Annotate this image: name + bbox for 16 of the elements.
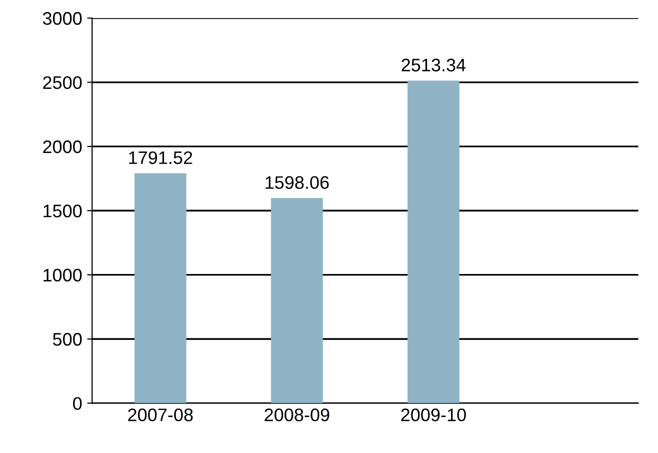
data-label: 1791.52: [129, 151, 192, 164]
y-tick-label: 1500: [44, 204, 82, 218]
bar: [270, 198, 323, 404]
x-tick-label: 2007-08: [128, 408, 193, 422]
bar: [134, 173, 186, 404]
y-tick-label: 2000: [43, 140, 82, 154]
y-tick-label: 1000: [44, 268, 82, 282]
data-label: 1598.06: [266, 176, 329, 189]
x-tick-label: 2009-10: [401, 408, 466, 422]
y-tick-label: 2500: [43, 76, 82, 90]
y-tick-label: 500: [53, 332, 82, 346]
data-label: 2513.34: [402, 58, 466, 72]
x-tick-label: 2008-09: [264, 408, 330, 422]
y-tick-label: 3000: [42, 12, 82, 25]
y-tick-label: 0: [73, 397, 82, 410]
bar: [408, 80, 460, 404]
